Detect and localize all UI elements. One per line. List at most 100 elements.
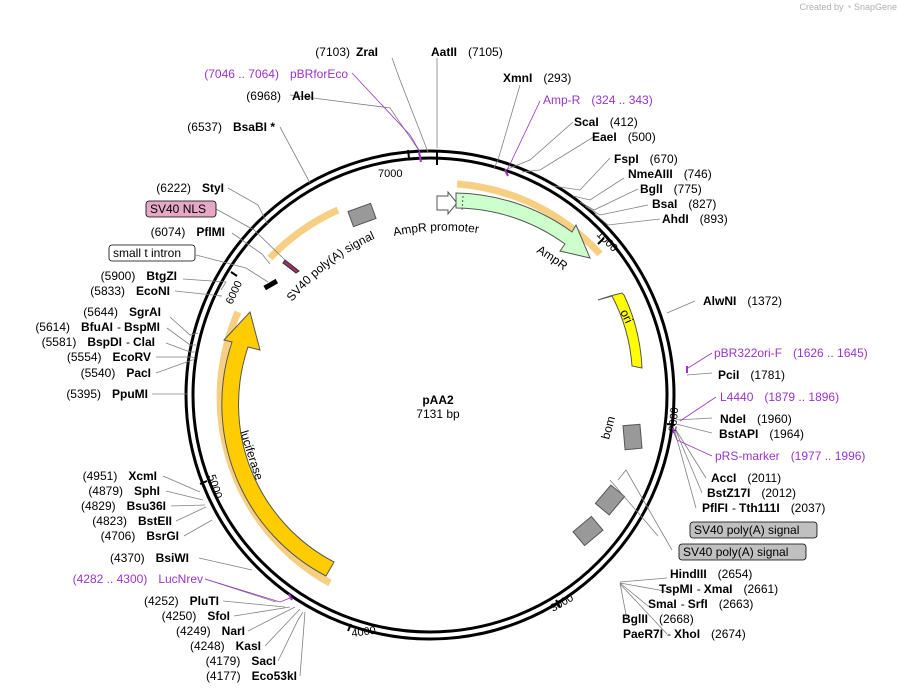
site-btgzi[interactable]: (5900) BtgZI [101, 269, 177, 283]
credit-brand: SnapGene [853, 2, 897, 12]
site-paci[interactable]: (5540) PacI [81, 366, 151, 380]
site-xcmi[interactable]: (4951) XcmI [83, 469, 157, 483]
leader-l4440 [679, 396, 717, 422]
credit-prefix: Created by [799, 2, 844, 12]
site-bglii[interactable]: BglII (2668) [622, 612, 694, 626]
tick-label-2000: 2000 [667, 407, 681, 432]
site-eaei[interactable]: EaeI (500) [592, 130, 656, 144]
site-prsmarker[interactable]: pRS-marker (1977 .. 1996) [715, 449, 865, 463]
label-bom: bom [598, 415, 618, 441]
small-t-intron-marker[interactable] [263, 278, 279, 291]
site-pbr322ori[interactable]: pBR322ori-F (1626 .. 1645) [714, 346, 868, 360]
site-bstapi[interactable]: BstAPI (1964) [719, 427, 804, 441]
site-sfoi[interactable]: (4250) SfoI [162, 609, 230, 623]
label-ori: ori [617, 307, 635, 325]
site-bgli[interactable]: BglI (775) [640, 182, 702, 196]
site-alwni[interactable]: AlwNI (1372) [703, 294, 782, 308]
site-tspmi[interactable]: TspMI - XmaI (2661) [659, 582, 778, 596]
site-pflmi[interactable]: (6074) PflMI [151, 225, 225, 239]
site-ecorv[interactable]: (5554) EcoRV [67, 350, 151, 364]
site-bfuai[interactable]: (5614) BfuAI - BspMI [35, 320, 160, 334]
snapgene-logo-icon: ◔ [846, 2, 852, 12]
site-ahdi[interactable]: AhdI (893) [662, 212, 728, 226]
luciferase-feature-arrow[interactable] [221, 310, 335, 577]
sv40-polya-feature-2[interactable] [594, 484, 626, 516]
text-sv40-polya-1: SV40 poly(A) signal [694, 523, 799, 537]
site-ppumi[interactable]: (5395) PpuMI [66, 387, 148, 401]
site-ampr-primer[interactable]: Amp-R (324 .. 343) [543, 93, 653, 107]
label-ampr-promoter: AmpR promoter [392, 220, 480, 239]
site-econi[interactable]: (5833) EcoNI [90, 284, 170, 298]
site-sphi[interactable]: (4879) SphI [88, 484, 160, 498]
tick-label-6000: 6000 [224, 279, 245, 306]
leader-prsmarker [673, 432, 713, 457]
leader-pbrforeco [351, 72, 421, 153]
site-kasi[interactable]: (4248) KasI [190, 639, 261, 653]
site-scai[interactable]: ScaI (412) [574, 115, 638, 129]
leader-lines [152, 57, 713, 677]
site-nari[interactable]: (4249) NarI [176, 624, 245, 638]
site-xmni[interactable]: XmnI (293) [503, 71, 571, 85]
bom-feature[interactable] [622, 423, 643, 451]
text-small-t-intron: small t intron [113, 246, 181, 260]
leader-lucnrev [204, 578, 291, 603]
box-small-t-intron[interactable] [108, 244, 196, 262]
label-sv40-inner: SV40 poly(A) signal [284, 228, 377, 304]
box-sv40-polya-1[interactable] [689, 521, 818, 539]
site-hindiii[interactable]: HindIII (2654) [670, 567, 752, 581]
ampr-promoter-overlap [461, 195, 464, 212]
plasmid-length: 7131 bp [416, 407, 460, 421]
site-nmeaiii[interactable]: NmeAIII (746) [628, 167, 712, 181]
site-bspdi[interactable]: (5581) BspDI - ClaI [42, 335, 155, 349]
ori-feature-arrow[interactable] [597, 292, 643, 369]
text-sv40-polya-2: SV40 poly(A) signal [683, 545, 788, 559]
sv40-polya-feature-1[interactable] [572, 515, 604, 547]
tick-label-4000: 4000 [351, 625, 377, 640]
primer-marks [288, 151, 688, 601]
ampr-feature-arrow[interactable] [455, 192, 591, 259]
sv40-nls-marker[interactable] [282, 259, 300, 274]
site-bsiwi[interactable]: (4370) BsiWI [110, 551, 189, 565]
site-eco53ki[interactable]: (4177) Eco53kI [206, 669, 297, 683]
site-pcii[interactable]: PciI (1781) [718, 368, 785, 382]
plasmid-name: pAA2 [422, 393, 454, 407]
site-pflfi[interactable]: PflFI - Tth111I (2037) [702, 501, 825, 515]
tick-label-3000: 3000 [549, 592, 576, 615]
site-zrai[interactable]: (7103) ZraI [315, 45, 378, 59]
site-fspi[interactable]: FspI (670) [614, 152, 678, 166]
site-pluti[interactable]: (4252) PluTI [144, 594, 219, 608]
backbone-inner-ring [191, 156, 669, 634]
site-acci[interactable]: AccI (2011) [711, 471, 781, 485]
site-styi[interactable]: (6222) StyI [156, 181, 224, 195]
site-aatii[interactable]: AatII (7105) [431, 45, 503, 59]
scale-ticks [199, 149, 676, 632]
site-bsrgi[interactable]: (4706) BsrGI [101, 529, 179, 543]
leader-pbr322ori [687, 352, 713, 369]
ampr-promoter-arrow[interactable] [436, 190, 458, 216]
tick-label-7000: 7000 [378, 168, 402, 180]
site-bsabi[interactable]: (6537) BsaBI * [187, 120, 275, 134]
site-smai[interactable]: SmaI - SrfI (2663) [648, 597, 753, 611]
site-ndei[interactable]: NdeI (1960) [720, 412, 792, 426]
site-saci[interactable]: (4179) SacI [206, 654, 276, 668]
site-lucnrev[interactable]: (4282 .. 4300) LucNrev [73, 572, 203, 586]
site-sgrai[interactable]: (5644) SgrAI [83, 305, 161, 319]
sv40-polya-inner-feature[interactable] [347, 202, 377, 228]
site-paer7i[interactable]: PaeR7I - XhoI (2674) [623, 627, 746, 641]
site-alei[interactable]: (6968) AleI [246, 89, 314, 103]
site-bsu36i[interactable]: (4829) Bsu36I [81, 499, 166, 513]
snapgene-credit: Created by ◔ SnapGene [799, 2, 897, 12]
box-sv40-nls[interactable] [145, 200, 217, 218]
leader-ampr-primer [506, 100, 541, 171]
ampr-feature-highlight [456, 180, 603, 257]
text-sv40-nls: SV40 NLS [150, 202, 206, 216]
box-sv40-polya-2[interactable] [678, 543, 807, 561]
site-bsai[interactable]: BsaI (827) [652, 197, 716, 211]
backbone-outer-ring [184, 149, 676, 641]
site-bsteii[interactable]: (4823) BstEII [92, 514, 172, 528]
site-bstz17i[interactable]: BstZ17I (2012) [707, 486, 796, 500]
site-l4440[interactable]: L4440 (1879 .. 1896) [720, 390, 839, 404]
sv40-upper-highlight [267, 206, 340, 261]
site-pbrforeco[interactable]: (7046 .. 7064) pBRforEco [204, 67, 348, 81]
